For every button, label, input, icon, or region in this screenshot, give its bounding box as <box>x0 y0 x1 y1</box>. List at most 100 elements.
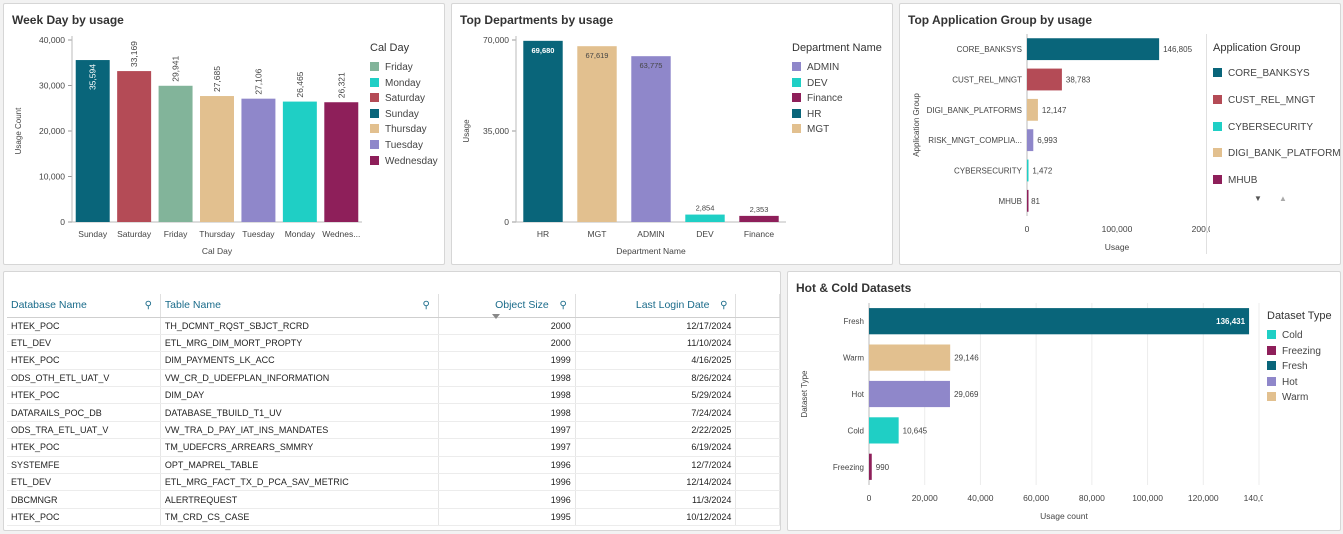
weekday-legend-item[interactable]: Tuesday <box>370 140 423 154</box>
data-label: 69,680 <box>532 46 555 55</box>
data-label: 38,783 <box>1066 76 1091 85</box>
table-row[interactable]: DBCMNGR ALERTREQUEST 1996 11/3/2024 <box>7 490 780 509</box>
table-row[interactable]: HTEK_POC DIM_DAY 1998 5/29/2024 <box>7 386 780 405</box>
departments-chart[interactable]: 0 35,000 70,000 HR 69,680 MGT 67,619 ADMIN 63,77… <box>452 4 792 265</box>
weekday-bar <box>117 71 152 222</box>
x-tick-label: 100,000 <box>1102 224 1133 234</box>
x-tick-label: Friday <box>164 229 188 239</box>
appgroup-legend-item[interactable]: MHUB <box>1213 175 1257 189</box>
table-row[interactable]: SYSTEMFE OPT_MAPREL_TABLE 1996 12/7/2024 <box>7 456 780 475</box>
object-size-cell: 2000 <box>438 334 576 353</box>
hotcold-chart[interactable]: 0 20,000 40,000 60,000 80,000 100,000 120,000 1… <box>788 272 1263 531</box>
department-bar <box>685 214 725 222</box>
legend-swatch <box>792 124 801 134</box>
appgroup-chart[interactable]: 0 100,000 200,000 CORE_BANKSYS 146,805 CUST_R… <box>900 4 1210 265</box>
legend-scroll-up-icon[interactable]: ▲ <box>1279 194 1287 203</box>
legend-label: Hot <box>1282 376 1298 388</box>
legend-label: MHUB <box>1228 175 1258 187</box>
legend-swatch <box>792 108 801 118</box>
data-label: 990 <box>876 463 890 472</box>
hotcold-legend-title: Dataset Type <box>1267 310 1332 322</box>
object-size-cell: 1997 <box>438 421 576 440</box>
object-size-cell: 1998 <box>438 386 576 405</box>
empty-cell <box>735 456 780 475</box>
last-login-cell: 11/10/2024 <box>575 334 737 353</box>
table-row[interactable]: HTEK_POC TH_DCMNT_RQST_SBJCT_RCRD 2000 12/1… <box>7 317 780 335</box>
x-tick-label: Tuesday <box>242 229 275 239</box>
departments-legend-item[interactable]: HR <box>792 108 821 123</box>
hotcold-title: Hot & Cold Datasets <box>796 281 912 295</box>
hotcold-legend-item[interactable]: Fresh <box>1267 361 1308 375</box>
database-name-cell: ODS_TRA_ETL_UAT_V <box>7 421 161 440</box>
appgroup-bar <box>1027 38 1160 61</box>
appgroup-bar <box>1027 189 1029 212</box>
data-label: 33,169 <box>129 41 139 67</box>
last-login-cell: 12/7/2024 <box>575 456 737 475</box>
legend-label: CORE_BANKSYS <box>1228 68 1310 79</box>
empty-cell <box>735 403 780 422</box>
appgroup-legend-item[interactable]: CORE_BANKSYS <box>1213 68 1310 82</box>
x-axis-title: Cal Day <box>202 246 233 256</box>
weekday-bar <box>75 60 110 222</box>
departments-legend-item[interactable]: ADMIN <box>792 62 839 76</box>
legend-label: Cold <box>1282 330 1303 341</box>
x-tick-label: Finance <box>744 229 775 239</box>
empty-cell <box>735 317 780 335</box>
weekday-legend-item[interactable]: Wednesday <box>370 155 438 170</box>
hotcold-legend-item[interactable]: Warm <box>1267 392 1308 406</box>
database-name-cell: HTEK_POC <box>7 508 161 527</box>
data-label: 27,106 <box>253 68 263 94</box>
sort-descending-icon[interactable] <box>492 314 500 319</box>
weekday-legend-item[interactable]: Friday <box>370 62 413 76</box>
table-row[interactable]: DATARAILS_POC_DB DATABASE_TBUILD_T1_UV 199… <box>7 403 780 422</box>
search-icon[interactable]: ⚲ <box>720 300 728 311</box>
y-tick-label: Fresh <box>844 317 864 326</box>
appgroup-legend-item[interactable]: CYBERSECURITY <box>1213 121 1313 136</box>
object-size-cell: 1997 <box>438 438 576 457</box>
x-tick-label: Sunday <box>78 229 108 239</box>
database-name-cell: DATARAILS_POC_DB <box>7 403 161 422</box>
departments-legend-item[interactable]: Finance <box>792 93 843 107</box>
legend-swatch <box>370 124 379 134</box>
table-row[interactable]: ETL_DEV ETL_MRG_DIM_MORT_PROPTY 2000 11/10/… <box>7 334 780 353</box>
departments-legend-item[interactable]: MGT <box>792 124 829 138</box>
appgroup-legend-item[interactable]: CUST_REL_MNGT <box>1213 94 1315 109</box>
dataset-bar <box>869 380 950 408</box>
appgroup-legend-item[interactable]: DIGI_BANK_PLATFORMS <box>1213 148 1340 162</box>
hotcold-legend-item[interactable]: Hot <box>1267 376 1298 391</box>
hotcold-legend-item[interactable]: Cold <box>1267 330 1303 344</box>
dataset-bar <box>869 308 1250 335</box>
column-header-label: Table Name <box>164 299 221 312</box>
search-icon[interactable]: ⚲ <box>422 300 430 311</box>
column-header-database[interactable]: Database Name ⚲ <box>7 294 161 318</box>
weekday-chart[interactable]: 0 10,000 20,000 30,000 40,000 Sunday 35,594 Sat… <box>4 4 364 265</box>
weekday-legend-title: Cal Day <box>370 42 410 54</box>
appgroup-legend-divider <box>1206 34 1207 254</box>
weekday-legend-item[interactable]: Thursday <box>370 124 427 138</box>
object-size-cell: 1995 <box>438 508 576 527</box>
weekday-legend-item[interactable]: Monday <box>370 77 421 92</box>
departments-legend-item[interactable]: DEV <box>792 77 828 92</box>
hotcold-legend-item[interactable]: Freezing <box>1267 345 1321 360</box>
x-axis-title: Department Name <box>616 246 686 256</box>
database-name-cell: DBCMNGR <box>7 490 161 509</box>
empty-cell <box>735 386 780 405</box>
table-row[interactable]: ETL_DEV ETL_MRG_FACT_TX_D_PCA_SAV_METRIC 1… <box>7 473 780 492</box>
search-icon[interactable]: ⚲ <box>144 300 152 311</box>
legend-swatch <box>792 77 801 87</box>
column-header-table[interactable]: Table Name ⚲ <box>160 294 439 318</box>
weekday-legend-item[interactable]: Saturday <box>370 93 425 107</box>
legend-scroll-down-icon[interactable]: ▼ <box>1254 194 1262 203</box>
table-row[interactable]: HTEK_POC TM_UDEFCRS_ARREARS_SMMRY 1997 6/19… <box>7 438 780 457</box>
search-icon[interactable]: ⚲ <box>559 300 567 311</box>
table-row[interactable]: ODS_TRA_ETL_UAT_V VW_TRA_D_PAY_IAT_INS_MA… <box>7 421 780 440</box>
weekday-legend-item[interactable]: Sunday <box>370 108 419 123</box>
column-header-object-size[interactable]: Object Size ⚲ <box>438 294 576 318</box>
department-bar <box>577 46 617 223</box>
table-row[interactable]: HTEK_POC DIM_PAYMENTS_LK_ACC 1999 4/16/2025 <box>7 351 780 370</box>
column-header-last-login[interactable]: Last Login Date ⚲ <box>575 294 737 318</box>
y-tick-label: CYBERSECURITY <box>954 167 1023 176</box>
table-row[interactable]: ODS_OTH_ETL_UAT_V VW_CR_D_UDEFPLAN_INFORM… <box>7 369 780 388</box>
table-name-cell: DIM_PAYMENTS_LK_ACC <box>160 351 439 370</box>
table-row[interactable]: HTEK_POC TM_CRD_CS_CASE 1995 10/12/2024 <box>7 508 780 527</box>
